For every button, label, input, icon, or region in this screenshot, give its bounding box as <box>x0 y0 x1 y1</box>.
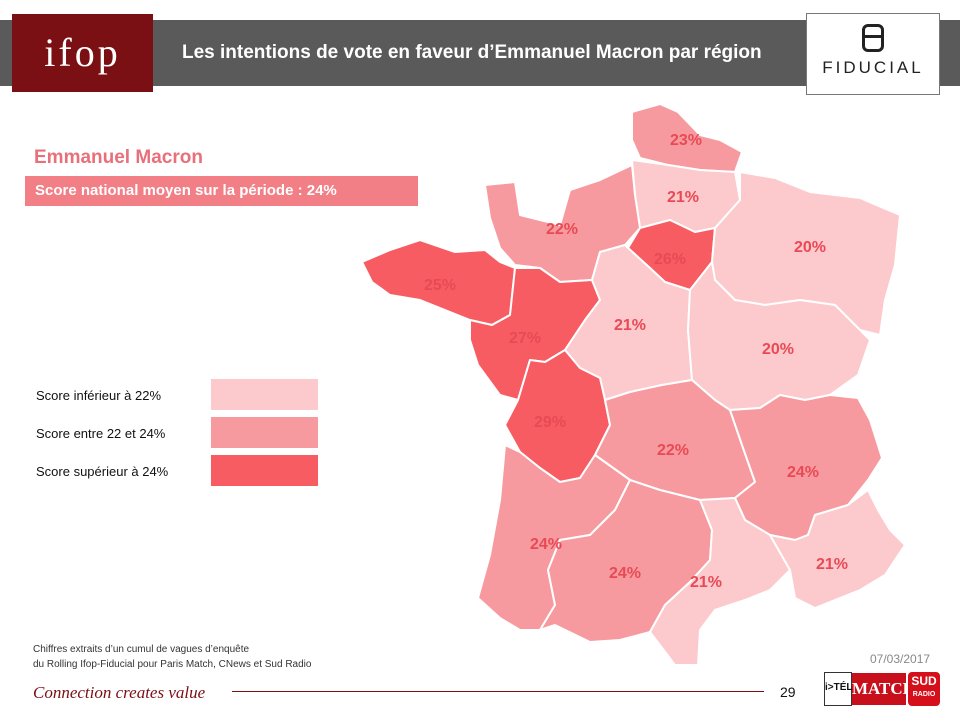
page-title: Les intentions de vote en faveur d’Emman… <box>182 42 762 63</box>
legend-label-mid: Score entre 22 et 24% <box>36 426 166 441</box>
region-label-poitou-charentes: 29% <box>534 414 566 431</box>
legend-label-low: Score inférieur à 22% <box>36 388 162 403</box>
ifop-logo: ifop <box>12 14 153 92</box>
region-label-nord: 23% <box>670 132 702 149</box>
legend-swatch-mid <box>211 417 318 448</box>
region-label-bourgogne: 20% <box>762 341 794 358</box>
legend-swatch-high <box>211 455 318 486</box>
region-normandie <box>484 164 641 283</box>
region-label-ile-de-france: 26% <box>654 251 686 268</box>
region-label-bretagne: 25% <box>424 277 456 294</box>
fiducial-mark-icon <box>862 24 884 52</box>
region-label-centre: 21% <box>614 317 646 334</box>
region-label-paca: 21% <box>816 556 848 573</box>
region-nord <box>631 103 743 173</box>
region-label-normandie: 22% <box>546 221 578 238</box>
region-label-pays-de-la-loire: 27% <box>509 330 541 347</box>
national-score-banner: Score national moyen sur la période : 24… <box>25 176 418 206</box>
source-note: Chiffres extraits d’un cumul de vagues d… <box>33 642 311 672</box>
source-line-1: Chiffres extraits d’un cumul de vagues d… <box>33 644 250 655</box>
region-label-aquitaine: 24% <box>530 536 562 553</box>
region-paca <box>769 489 906 609</box>
date-label: 07/03/2017 <box>870 652 931 666</box>
region-label-midi-pyrenees: 24% <box>609 565 641 582</box>
region-languedoc-roussillon <box>649 497 791 666</box>
source-line-2: du Rolling Ifop-Fiducial pour Paris Matc… <box>33 659 312 670</box>
legend-label-high: Score supérieur à 24% <box>36 464 169 479</box>
footer-divider <box>232 691 764 692</box>
page-number: 29 <box>780 684 796 700</box>
sud-radio-logo-bottom: RADIO <box>912 691 936 698</box>
candidate-name: Emmanuel Macron <box>34 147 203 168</box>
region-label-picardie: 21% <box>667 189 699 206</box>
region-label-est: 20% <box>794 239 826 256</box>
sud-radio-logo: SUD RADIO <box>908 672 940 706</box>
header-band <box>0 20 960 86</box>
fiducial-logo-text: FIDUCIAL <box>822 58 924 77</box>
legend-swatch-low <box>211 379 318 410</box>
region-label-languedoc: 21% <box>690 574 722 591</box>
fiducial-logo: FIDUCIAL <box>806 13 940 95</box>
region-label-limousin-auvergne: 22% <box>657 442 689 459</box>
sud-radio-logo-top: SUD <box>911 674 937 688</box>
region-label-rhone-alpes: 24% <box>787 464 819 481</box>
tagline: Connection creates value <box>33 683 206 702</box>
paris-match-logo: MATCH <box>852 673 916 705</box>
itele-logo: i>TÉLÉ <box>824 672 859 706</box>
